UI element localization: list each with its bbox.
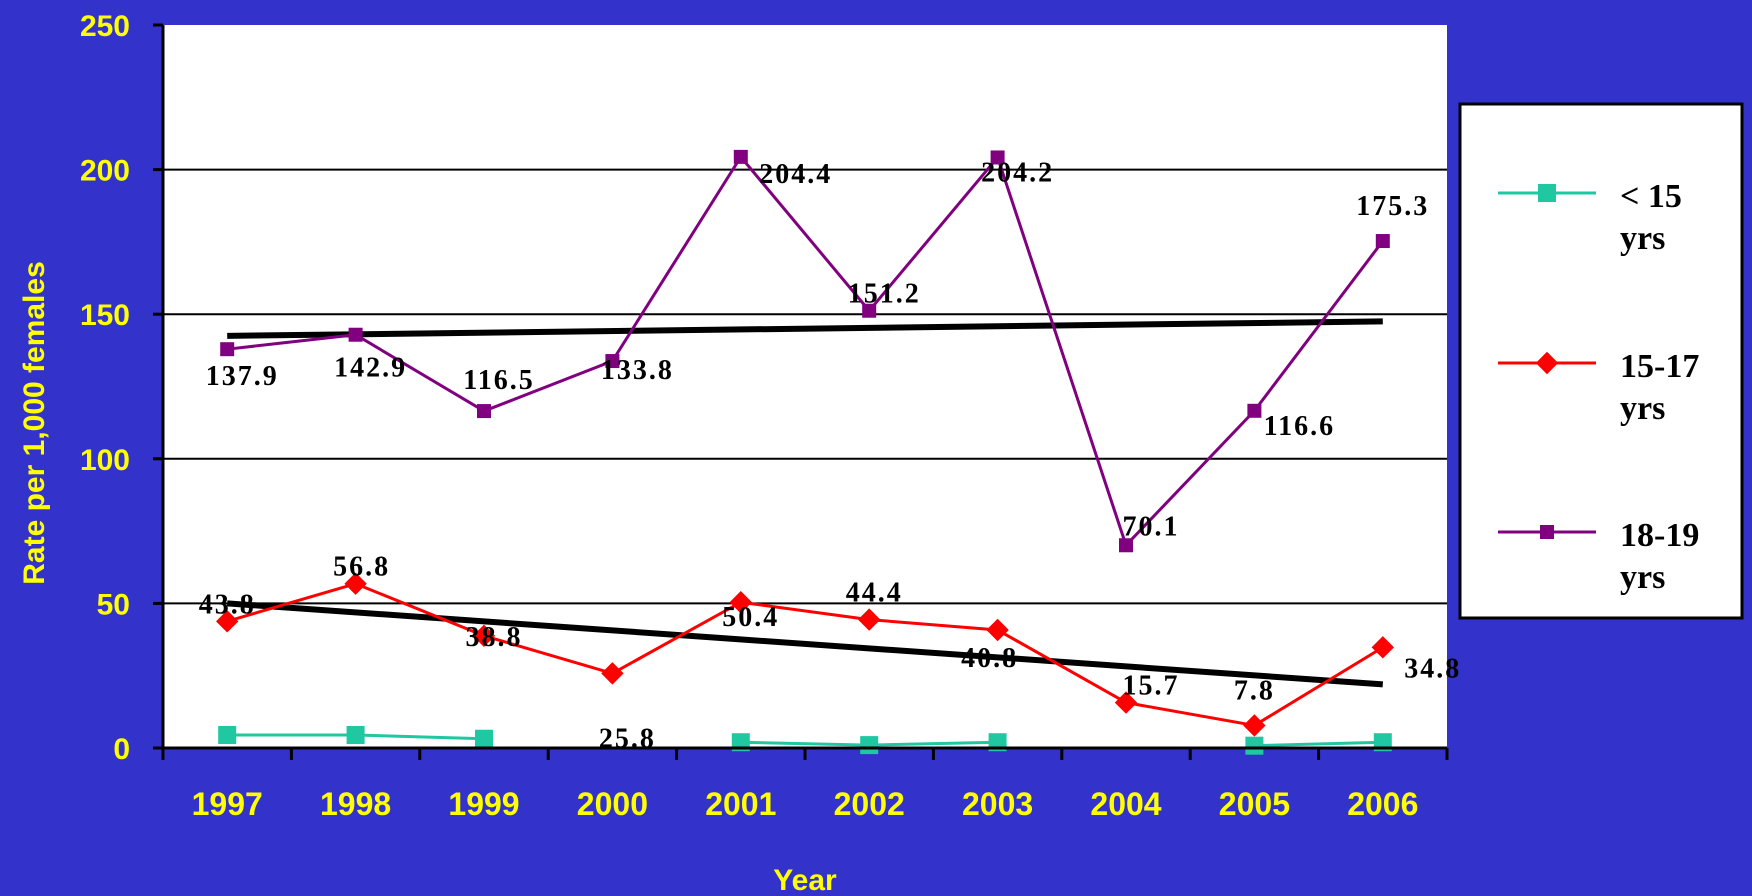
x-tick-label: 2005 xyxy=(1219,786,1290,822)
series-point xyxy=(1119,538,1133,553)
plot-area xyxy=(163,25,1447,748)
legend-item: 18-19 yrs xyxy=(1498,517,1699,596)
y-tick-label: 150 xyxy=(80,299,130,332)
data-label: 7.8 xyxy=(1234,675,1275,706)
series-point xyxy=(475,729,493,748)
data-label: 38.8 xyxy=(466,622,523,653)
series-point xyxy=(860,736,879,755)
data-label: 44.4 xyxy=(846,578,903,609)
y-tick-label: 0 xyxy=(113,733,130,766)
series-point xyxy=(1247,403,1262,418)
series-point xyxy=(346,725,365,744)
x-axis-title: Year xyxy=(773,864,837,896)
y-tick-label: 200 xyxy=(80,155,130,188)
y-axis-title: Rate per 1,000 females xyxy=(18,261,51,585)
series-layer xyxy=(216,149,1394,755)
data-label: 25.8 xyxy=(599,723,656,754)
data-label: 15.7 xyxy=(1123,671,1180,702)
data-label: 34.8 xyxy=(1404,653,1461,684)
data-label: 40.8 xyxy=(961,643,1018,674)
data-label: 142.9 xyxy=(334,353,407,384)
x-tick-label: 1998 xyxy=(320,786,391,822)
x-tick-label: 2006 xyxy=(1347,786,1418,822)
trendline xyxy=(226,600,1384,688)
series-point xyxy=(990,150,1005,165)
series-point xyxy=(1243,714,1266,737)
series-point xyxy=(1371,636,1394,659)
data-labels: 43.8 56.8 38.8 25.8 50.4 44.4 40.8 15.7 7.8 34.8 1… xyxy=(199,157,1461,754)
series-15-17-yrs xyxy=(216,572,1394,737)
series-point xyxy=(1375,234,1390,249)
series-18-19-yrs xyxy=(220,149,1390,553)
x-tick-label: 1999 xyxy=(448,786,519,822)
series-line xyxy=(227,154,1384,549)
gridlines xyxy=(163,168,1447,605)
legend-label: < 15 yrs xyxy=(1620,178,1682,257)
series-point xyxy=(601,662,624,685)
data-label: 43.8 xyxy=(199,589,256,620)
x-tick-label: 2002 xyxy=(834,786,905,822)
series-point xyxy=(472,624,496,647)
series-point xyxy=(1535,351,1559,375)
legend: < 15 yrs 15-17 yrs 18-19 yrs xyxy=(1458,102,1744,620)
x-tick-label: 2003 xyxy=(962,786,1033,822)
y-tick-labels: 0 50 100 150 200 250 xyxy=(80,10,130,766)
series-point xyxy=(216,610,239,633)
series-point xyxy=(348,327,363,342)
series-point xyxy=(1540,525,1554,539)
x-tick-label: 2004 xyxy=(1090,786,1161,822)
data-label: 204.2 xyxy=(981,157,1054,188)
data-label: 204.4 xyxy=(759,159,832,190)
data-label: 116.6 xyxy=(1264,411,1335,442)
series-point xyxy=(1114,691,1138,714)
series-point xyxy=(344,572,367,595)
legend-label-line: yrs xyxy=(1620,559,1665,596)
y-tick-label: 100 xyxy=(80,444,130,477)
data-label: 151.2 xyxy=(848,279,921,310)
series-line xyxy=(226,582,1384,728)
x-tick-label: 2001 xyxy=(705,786,776,822)
data-label: 133.8 xyxy=(601,355,674,386)
trendline xyxy=(227,318,1383,339)
series-point xyxy=(220,342,235,357)
data-label: 116.5 xyxy=(463,365,534,396)
trendlines xyxy=(226,318,1384,688)
series-point xyxy=(986,618,1009,642)
series-point xyxy=(858,608,881,631)
x-tick-labels: 1997 1998 1999 2000 2001 2002 2003 2004 2005 2006 xyxy=(192,786,1419,822)
data-label: 56.8 xyxy=(333,552,390,583)
legend-label-line: yrs xyxy=(1620,390,1665,427)
legend-label: 15-17 yrs xyxy=(1620,348,1699,427)
series-point xyxy=(733,149,748,164)
x-tick-label: 2000 xyxy=(577,786,648,822)
series-point xyxy=(1245,736,1264,755)
data-label: 70.1 xyxy=(1123,511,1180,542)
series-line xyxy=(1254,740,1383,748)
legend-label-line: 15-17 xyxy=(1620,348,1699,385)
y-tick-label: 50 xyxy=(97,588,130,621)
axes xyxy=(153,23,1449,760)
legend-item: < 15 yrs xyxy=(1498,178,1682,257)
series-point xyxy=(477,404,491,419)
legend-item: 15-17 yrs xyxy=(1498,348,1699,427)
legend-label-line: yrs xyxy=(1620,220,1665,257)
legend-label: 18-19 yrs xyxy=(1620,517,1699,596)
y-tick-label: 250 xyxy=(80,10,130,43)
legend-box xyxy=(1458,102,1744,620)
legend-label-line: 18-19 xyxy=(1620,517,1699,554)
series-point xyxy=(1538,184,1556,202)
series-point xyxy=(729,591,752,614)
series-point xyxy=(862,303,877,318)
data-label: 137.9 xyxy=(206,361,279,392)
x-tick-label: 1997 xyxy=(192,786,263,822)
data-label: 175.3 xyxy=(1356,191,1429,222)
series-point xyxy=(605,354,620,369)
data-label: 50.4 xyxy=(722,602,779,633)
legend-label-line: < 15 xyxy=(1620,178,1682,215)
series-point xyxy=(218,725,237,744)
